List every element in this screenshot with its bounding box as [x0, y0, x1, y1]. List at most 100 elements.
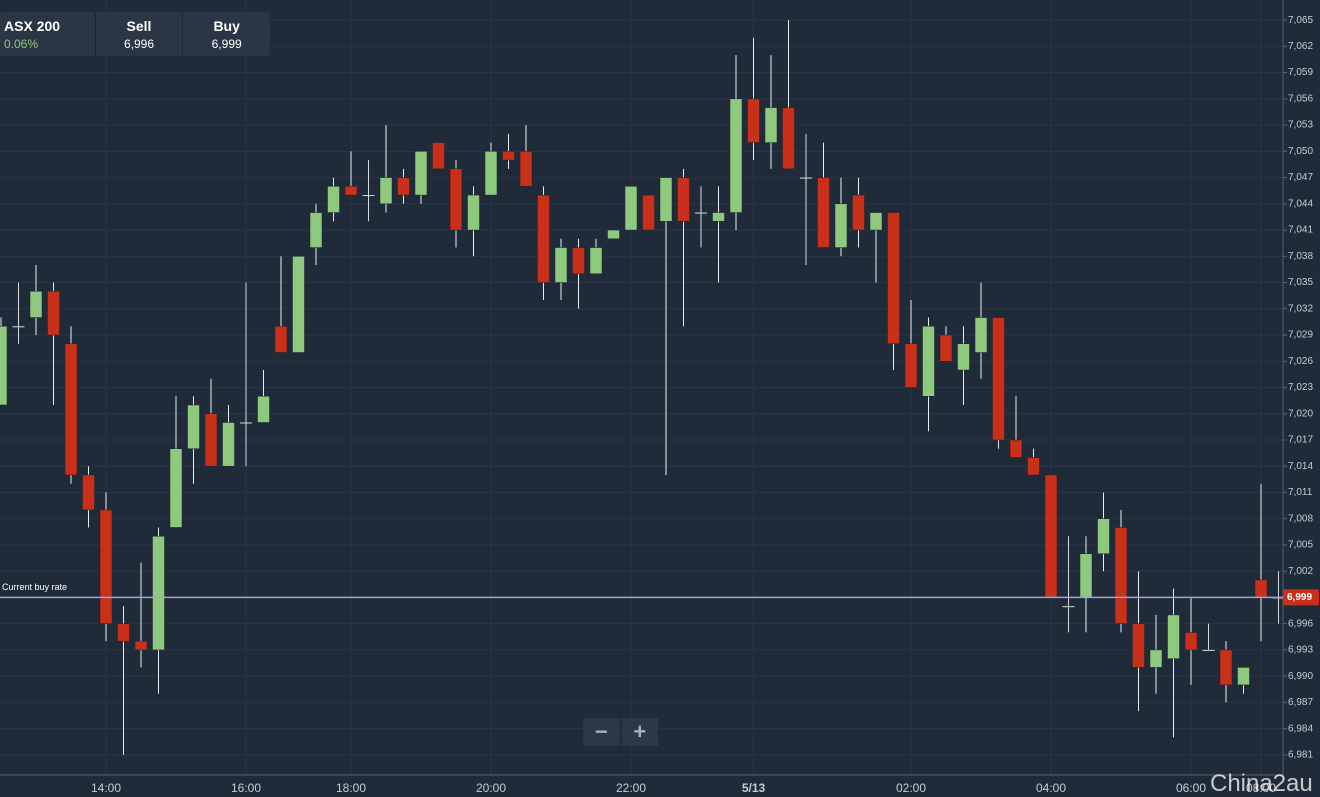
- y-tick-label: 7,059: [1288, 67, 1313, 78]
- candle-body: [659, 177, 673, 222]
- x-tick-label: 02:00: [896, 781, 926, 795]
- candle-body: [729, 98, 743, 213]
- x-tick-label: 08:00: [1246, 781, 1276, 795]
- candle-body: [1184, 632, 1198, 651]
- candle-body: [344, 186, 358, 196]
- candle-body: [467, 194, 480, 231]
- y-tick-label: 7,047: [1288, 172, 1313, 183]
- watermark: China2au: [1210, 770, 1313, 797]
- candle-body: [449, 168, 463, 231]
- sell-price: 6,996: [123, 36, 154, 51]
- y-tick-label: 7,032: [1288, 303, 1313, 314]
- y-tick-label: 6,984: [1288, 723, 1313, 734]
- buy-rate-tag: [1283, 589, 1319, 606]
- y-tick-label: 7,023: [1288, 382, 1313, 393]
- x-tick-label: 04:00: [1036, 781, 1066, 795]
- x-tick-label: 06:00: [1176, 781, 1206, 795]
- candle-body: [624, 186, 638, 231]
- zoom-out[interactable]: −: [583, 718, 620, 746]
- instrument-name: ASX 200: [4, 17, 61, 34]
- candle-body: [817, 177, 830, 248]
- candle-body: [1027, 457, 1040, 476]
- instrument-cell: ASX 200 0.06%: [0, 12, 95, 56]
- candle-body: [169, 448, 183, 528]
- candle-body: [537, 194, 550, 283]
- y-tick-label: 7,062: [1288, 41, 1313, 52]
- candle-body: [99, 509, 113, 624]
- candle-body: [642, 194, 655, 231]
- candles: [0, 20, 1283, 755]
- candle-body: [187, 404, 200, 449]
- y-tick-label: 7,029: [1288, 330, 1313, 341]
- x-tick-label: 14:00: [91, 781, 121, 795]
- buy-rate-value: 6,999: [1287, 592, 1312, 603]
- y-tick-label: 7,005: [1288, 540, 1313, 551]
- candle-body: [939, 334, 953, 362]
- candle-body: [1132, 623, 1145, 668]
- y-tick-label: 7,038: [1288, 251, 1313, 262]
- buy-cell[interactable]: Buy 6,999: [182, 12, 270, 56]
- candle-body: [519, 151, 533, 187]
- candle-body: [1062, 606, 1075, 608]
- y-tick-label: 6,990: [1288, 671, 1313, 682]
- candle-body: [992, 317, 1005, 441]
- candle-body: [82, 474, 95, 511]
- candle-body: [1202, 649, 1215, 651]
- candle-body: [572, 247, 585, 275]
- candle-body: [257, 395, 270, 423]
- candle-body: [292, 256, 305, 353]
- y-tick-label: 7,002: [1288, 566, 1313, 577]
- candle-body: [432, 142, 445, 170]
- candle-body: [764, 107, 778, 143]
- candle-body: [379, 177, 393, 205]
- y-tick-label: 7,017: [1288, 435, 1313, 446]
- y-tick-label: 7,008: [1288, 513, 1313, 524]
- sell-cell[interactable]: Sell 6,996: [94, 12, 183, 56]
- buy-label: Buy: [213, 17, 240, 34]
- zoom-in[interactable]: +: [621, 718, 658, 746]
- sell-label: Sell: [126, 17, 152, 34]
- candle-body: [1167, 614, 1180, 659]
- candle-body: [204, 413, 218, 467]
- candle-body: [1044, 474, 1058, 598]
- candle-body: [1219, 649, 1233, 686]
- candle-body: [222, 422, 235, 467]
- instrument-header[interactable]: ASX 200 0.06% Sell 6,996 Buy 6,999: [0, 12, 270, 56]
- y-tick-label: 7,041: [1288, 225, 1313, 236]
- candle-body: [152, 535, 165, 651]
- candle-body: [240, 422, 252, 424]
- candle-body: [484, 151, 498, 196]
- candle-body: [502, 151, 515, 161]
- y-tick-label: 7,053: [1288, 120, 1313, 131]
- y-tick-label: 7,050: [1288, 146, 1313, 157]
- y-tick-label: 7,065: [1288, 15, 1313, 26]
- x-tick-label: 16:00: [231, 781, 261, 795]
- y-tick-label: 6,993: [1288, 645, 1313, 656]
- change: 0.06%: [4, 36, 39, 51]
- y-tick-label: 7,035: [1288, 277, 1313, 288]
- candle-body: [957, 343, 970, 371]
- y-tick-label: 7,044: [1288, 198, 1313, 209]
- candle-body: [47, 291, 60, 336]
- candle-body: [922, 326, 935, 397]
- x-tick-label: 22:00: [616, 781, 646, 795]
- candle-body: [117, 623, 130, 642]
- y-tick-label: 7,026: [1288, 356, 1313, 367]
- zoom-controls: − +: [583, 718, 660, 746]
- candle-body: [869, 212, 883, 231]
- candle-body: [974, 317, 988, 353]
- y-tick-label: 7,014: [1288, 461, 1313, 472]
- candle-body: [887, 212, 900, 345]
- buy-rate-label: Current buy rate: [2, 582, 67, 592]
- candle-body: [852, 194, 865, 231]
- candle-body: [327, 186, 340, 213]
- y-tick-label: 7,020: [1288, 408, 1313, 419]
- candle-body: [782, 107, 795, 170]
- candle-body: [712, 212, 725, 222]
- candle-body: [800, 177, 812, 179]
- candle-body: [1237, 667, 1250, 686]
- candle-body: [677, 177, 690, 222]
- y-tick-label: 6,981: [1288, 750, 1313, 761]
- candle-body: [12, 326, 25, 328]
